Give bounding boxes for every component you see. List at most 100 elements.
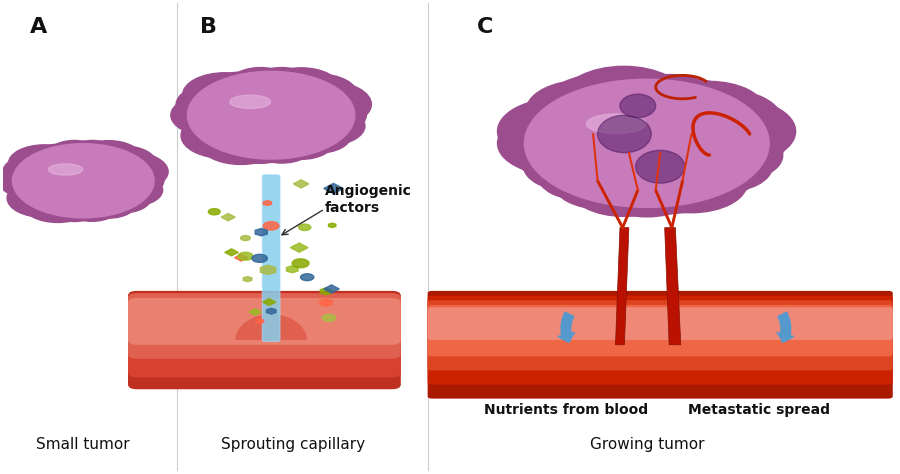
Circle shape xyxy=(88,146,157,182)
Circle shape xyxy=(594,161,649,190)
Circle shape xyxy=(538,152,631,201)
Circle shape xyxy=(87,155,129,176)
Circle shape xyxy=(238,252,253,260)
Circle shape xyxy=(277,74,357,116)
Circle shape xyxy=(542,118,620,159)
Circle shape xyxy=(670,109,747,150)
Circle shape xyxy=(498,111,619,175)
Circle shape xyxy=(102,167,140,187)
Circle shape xyxy=(231,125,280,150)
Circle shape xyxy=(670,107,728,137)
Circle shape xyxy=(645,79,737,128)
Circle shape xyxy=(674,141,772,192)
Circle shape xyxy=(50,189,91,210)
Circle shape xyxy=(65,193,119,221)
Circle shape xyxy=(80,154,112,170)
Circle shape xyxy=(263,222,279,230)
Circle shape xyxy=(580,102,633,130)
Circle shape xyxy=(28,159,73,182)
Circle shape xyxy=(681,129,783,182)
Circle shape xyxy=(570,160,678,216)
Circle shape xyxy=(653,82,765,140)
Circle shape xyxy=(203,107,250,132)
Circle shape xyxy=(30,180,70,201)
Circle shape xyxy=(526,80,643,141)
Circle shape xyxy=(629,164,681,191)
Circle shape xyxy=(524,142,616,191)
Circle shape xyxy=(554,158,652,209)
Text: C: C xyxy=(477,17,493,37)
Circle shape xyxy=(105,165,164,196)
Circle shape xyxy=(66,140,119,168)
Circle shape xyxy=(272,118,328,148)
Circle shape xyxy=(230,68,292,100)
FancyArrowPatch shape xyxy=(777,312,793,342)
Circle shape xyxy=(99,162,134,180)
Text: Small tumor: Small tumor xyxy=(37,438,130,453)
Circle shape xyxy=(525,79,770,208)
Circle shape xyxy=(291,107,364,146)
Circle shape xyxy=(207,101,247,121)
Circle shape xyxy=(636,92,707,130)
Circle shape xyxy=(299,224,310,230)
Text: A: A xyxy=(30,17,47,37)
Circle shape xyxy=(220,85,265,109)
Circle shape xyxy=(240,236,250,241)
Circle shape xyxy=(256,319,264,323)
Circle shape xyxy=(284,82,372,127)
FancyBboxPatch shape xyxy=(428,291,893,399)
Circle shape xyxy=(224,124,260,143)
Circle shape xyxy=(29,169,62,186)
FancyBboxPatch shape xyxy=(428,300,893,371)
Circle shape xyxy=(67,192,100,210)
Circle shape xyxy=(250,68,313,100)
Ellipse shape xyxy=(620,94,656,118)
FancyBboxPatch shape xyxy=(128,293,400,377)
Circle shape xyxy=(208,209,220,215)
FancyBboxPatch shape xyxy=(428,307,893,340)
Circle shape xyxy=(3,155,68,189)
Circle shape xyxy=(289,105,343,133)
FancyBboxPatch shape xyxy=(128,291,400,389)
Text: B: B xyxy=(200,17,217,37)
Text: Metastatic spread: Metastatic spread xyxy=(688,403,830,417)
Circle shape xyxy=(252,254,267,263)
FancyBboxPatch shape xyxy=(128,298,400,345)
FancyBboxPatch shape xyxy=(428,296,893,384)
Circle shape xyxy=(677,140,739,173)
Circle shape xyxy=(629,95,681,123)
Circle shape xyxy=(22,185,93,222)
Circle shape xyxy=(263,68,339,108)
Polygon shape xyxy=(665,228,680,345)
Circle shape xyxy=(8,145,80,182)
Circle shape xyxy=(98,173,144,196)
Circle shape xyxy=(268,128,305,147)
Circle shape xyxy=(631,154,713,197)
Circle shape xyxy=(250,81,292,102)
Circle shape xyxy=(663,152,755,200)
Circle shape xyxy=(43,188,74,204)
Circle shape xyxy=(551,132,612,164)
Circle shape xyxy=(32,144,83,171)
Circle shape xyxy=(250,130,313,163)
Circle shape xyxy=(498,98,626,165)
Circle shape xyxy=(187,72,355,159)
Circle shape xyxy=(544,108,627,152)
Circle shape xyxy=(208,114,256,140)
Circle shape xyxy=(557,145,631,184)
Circle shape xyxy=(593,96,650,126)
Circle shape xyxy=(684,117,786,170)
Circle shape xyxy=(301,273,314,281)
Circle shape xyxy=(680,121,746,156)
Polygon shape xyxy=(616,228,629,345)
Circle shape xyxy=(665,90,782,151)
Polygon shape xyxy=(235,314,307,340)
Circle shape xyxy=(7,179,81,218)
Ellipse shape xyxy=(635,150,685,183)
Circle shape xyxy=(604,160,672,195)
Circle shape xyxy=(252,129,291,149)
Circle shape xyxy=(81,191,112,208)
Circle shape xyxy=(514,130,608,180)
FancyBboxPatch shape xyxy=(428,305,893,356)
Circle shape xyxy=(94,183,151,213)
